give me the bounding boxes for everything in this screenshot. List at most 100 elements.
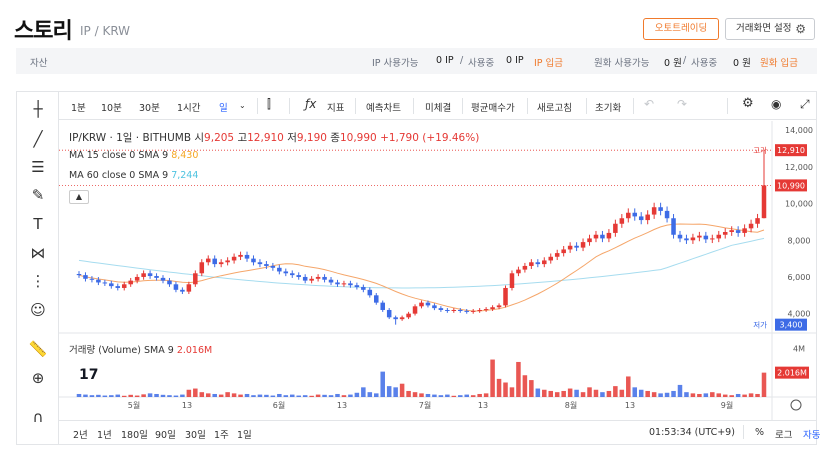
redo-icon[interactable]: ↷ bbox=[677, 97, 688, 111]
volume-bar bbox=[464, 394, 469, 397]
candle-body bbox=[296, 275, 301, 277]
trade-settings-label: 거래화면 설정 bbox=[736, 23, 792, 34]
refresh-button[interactable]: 새로고침 bbox=[537, 103, 572, 114]
volume-bar bbox=[212, 393, 217, 397]
text-tool-icon[interactable]: T bbox=[33, 215, 43, 233]
auto-trading-button[interactable]: 오토트레이딩 bbox=[643, 18, 719, 40]
volume-bar bbox=[277, 393, 282, 397]
price-tick-label: 14,000 bbox=[785, 126, 813, 135]
function-icon[interactable]: ƒx bbox=[305, 97, 317, 111]
trend-line-icon[interactable]: ╱ bbox=[33, 130, 43, 148]
candle-body bbox=[587, 238, 592, 243]
avg-buy-price-button[interactable]: 평균매수가 bbox=[471, 103, 515, 114]
fullscreen-icon[interactable]: ⤢ bbox=[800, 97, 810, 111]
candle-body bbox=[735, 230, 741, 233]
magnet-icon[interactable]: ∩ bbox=[32, 408, 44, 426]
volume-bar bbox=[522, 375, 528, 397]
candle-body bbox=[483, 309, 489, 311]
price-tick-label: 4,000 bbox=[788, 310, 811, 319]
range-1d[interactable]: 1일 bbox=[237, 430, 252, 441]
volume-bar bbox=[671, 390, 676, 397]
volume-bar bbox=[458, 395, 463, 397]
candle-type-icon[interactable]: ⫿ bbox=[267, 97, 271, 111]
volume-bar bbox=[173, 395, 179, 397]
indicators-button[interactable]: 지표 bbox=[327, 103, 345, 114]
undo-icon[interactable]: ↶ bbox=[644, 97, 655, 111]
volume-bar bbox=[89, 395, 95, 397]
interval-10m[interactable]: 10분 bbox=[101, 103, 122, 114]
volume-bar bbox=[710, 392, 715, 397]
candle-body bbox=[328, 279, 334, 283]
candle-body bbox=[121, 284, 127, 288]
volume-legend: 거래량 (Volume) SMA 9 2.016M bbox=[69, 342, 212, 356]
interval-1d[interactable]: 일 bbox=[219, 103, 228, 114]
ip-deposit-link[interactable]: IP 입금 bbox=[534, 58, 564, 69]
zoom-in-icon[interactable]: ⊕ bbox=[31, 369, 45, 387]
interval-1m[interactable]: 1분 bbox=[71, 103, 86, 114]
reset-button[interactable]: 초기화 bbox=[595, 103, 622, 114]
candle-body bbox=[186, 284, 192, 292]
range-30d[interactable]: 30일 bbox=[185, 430, 206, 441]
pattern-icon[interactable]: ⋈ bbox=[30, 244, 46, 262]
range-1w[interactable]: 1주 bbox=[214, 430, 229, 441]
candle-body bbox=[458, 309, 463, 311]
interval-30m[interactable]: 30분 bbox=[139, 103, 160, 114]
candle-body bbox=[729, 230, 734, 233]
range-2y[interactable]: 2년 bbox=[73, 430, 88, 441]
brush-icon[interactable]: ✎ bbox=[31, 186, 45, 204]
prediction-icon[interactable]: ⋮ bbox=[30, 272, 46, 290]
candle-body bbox=[509, 273, 515, 288]
krw-deposit-link[interactable]: 원화 입금 bbox=[760, 58, 798, 69]
trade-settings-button[interactable]: 거래화면 설정 ⚙ bbox=[725, 18, 815, 40]
crosshair-icon[interactable]: ┼ bbox=[33, 100, 43, 118]
candle-body bbox=[251, 258, 256, 263]
ruler-icon[interactable]: 📏 bbox=[28, 340, 48, 358]
range-90d[interactable]: 90일 bbox=[155, 430, 176, 441]
fib-lines-icon[interactable]: ☰ bbox=[31, 158, 45, 176]
forecast-chart-button[interactable]: 예측차트 bbox=[366, 103, 401, 114]
time-tick-label: 9월 bbox=[721, 400, 733, 410]
volume-bar bbox=[619, 389, 625, 397]
unfilled-button[interactable]: 미체결 bbox=[425, 103, 452, 114]
chart-toolbar: 1분 10분 30분 1시간 일 ⌄ ⫿ ƒx 지표 예측차트 미체결 평균매수… bbox=[59, 92, 816, 120]
candle-body bbox=[561, 249, 566, 254]
candle-body bbox=[548, 256, 554, 261]
auto-toggle[interactable]: 자동 bbox=[803, 430, 821, 441]
volume-bar bbox=[302, 395, 308, 397]
volume-bar bbox=[76, 393, 82, 397]
candle-body bbox=[470, 310, 476, 312]
candle-body bbox=[613, 223, 618, 233]
candle-body bbox=[554, 253, 560, 257]
volume-bar bbox=[218, 394, 224, 397]
price-chart[interactable]: 14,000 12,000 10,000 8,000 6,000 4,000 고가 12,91… bbox=[59, 121, 816, 420]
percent-toggle[interactable]: % bbox=[755, 427, 765, 438]
candle-body bbox=[645, 214, 650, 221]
volume-bar bbox=[341, 395, 347, 397]
candle-body bbox=[128, 280, 133, 285]
range-180d[interactable]: 180일 bbox=[121, 430, 148, 441]
last-price-badge bbox=[775, 179, 807, 192]
candle-body bbox=[264, 264, 269, 266]
toolbar-divider bbox=[633, 98, 634, 114]
candle-body bbox=[638, 216, 644, 221]
candle-body bbox=[567, 245, 573, 250]
log-toggle[interactable]: 로그 bbox=[775, 430, 793, 441]
emoji-icon[interactable]: ☺ bbox=[30, 301, 46, 319]
candle-body bbox=[535, 262, 541, 265]
volume-bar bbox=[651, 392, 657, 397]
collapse-legend-button[interactable]: ▲ bbox=[69, 190, 89, 204]
price-tick-label: 12,000 bbox=[785, 163, 813, 172]
drawing-toolbar: ┼ ╱ ☰ ✎ T ⋈ ⋮ ☺ 📏 ⊕ ∩ bbox=[17, 92, 59, 444]
time-tick-label: 13 bbox=[182, 401, 192, 410]
interval-1h[interactable]: 1시간 bbox=[177, 103, 201, 114]
chart-frame: ┼ ╱ ☰ ✎ T ⋈ ⋮ ☺ 📏 ⊕ ∩ 1분 10분 30분 1시간 일 ⌄… bbox=[16, 91, 821, 445]
settings-icon[interactable]: ⚙ bbox=[742, 96, 754, 111]
camera-icon[interactable]: ◉ bbox=[771, 97, 782, 111]
time-tick-label: 8월 bbox=[565, 400, 577, 410]
range-1y[interactable]: 1년 bbox=[97, 430, 112, 441]
toolbar-divider bbox=[257, 98, 258, 114]
candle-body bbox=[380, 302, 385, 310]
volume-bar bbox=[548, 390, 554, 397]
volume-bar bbox=[574, 389, 579, 397]
interval-dropdown-icon[interactable]: ⌄ bbox=[239, 101, 246, 110]
